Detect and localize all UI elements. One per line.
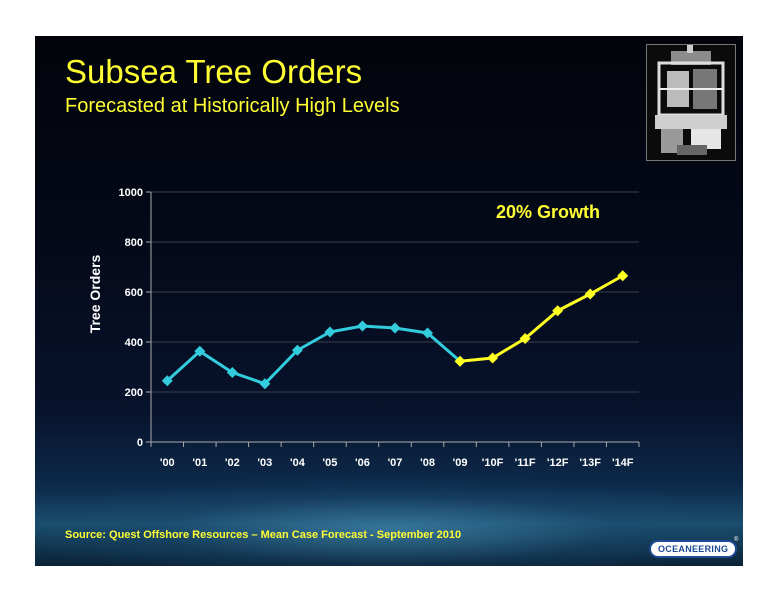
y-tick-label: 600 [125, 287, 143, 299]
data-point [454, 355, 466, 367]
source-note: Source: Quest Offshore Resources – Mean … [65, 529, 462, 541]
subsea-tree-image [647, 45, 735, 160]
x-tick-label: '13F [579, 457, 601, 469]
x-tick-label: '09 [453, 457, 468, 469]
data-point [422, 327, 434, 339]
oceaneering-logo: OCEANEERING [649, 540, 738, 558]
x-tick-label: '02 [225, 457, 240, 469]
slide-subtitle: Forecasted at Historically High Levels [65, 95, 400, 117]
y-tick-label: 1000 [119, 187, 143, 199]
x-tick-label: '05 [323, 457, 338, 469]
y-tick-label: 400 [125, 337, 143, 349]
data-point [161, 375, 173, 387]
x-tick-label: '04 [290, 457, 306, 469]
series-group [161, 270, 629, 390]
y-tick-label: 200 [125, 387, 143, 399]
data-point [291, 344, 303, 356]
data-point [194, 345, 206, 357]
x-tick-label: '01 [192, 457, 207, 469]
x-tick-label: '14F [612, 457, 634, 469]
y-axis-ticks: 0 200 400 600 800 1000 [119, 187, 151, 449]
y-axis-label: Tree Orders [87, 254, 103, 333]
data-point [487, 352, 499, 364]
growth-annotation: 20% Growth [496, 202, 600, 222]
x-axis-ticks: '00 '01 '02 '03 '04 '05 '06 '07 '08 '09 '10F '11F '1… [150, 442, 640, 469]
ocean-glow [35, 476, 743, 566]
x-tick-label: '10F [482, 457, 504, 469]
data-point [259, 378, 271, 390]
data-point [552, 305, 564, 317]
x-tick-label: '03 [257, 457, 272, 469]
slide: Subsea Tree Orders Forecasted at Histori… [35, 36, 743, 566]
y-tick-label: 0 [137, 437, 143, 449]
y-tick-label: 800 [125, 237, 143, 249]
data-point [356, 320, 368, 332]
x-tick-label: '08 [420, 457, 435, 469]
subsea-tree-photo [646, 44, 736, 161]
x-tick-label: '06 [355, 457, 370, 469]
data-point [617, 270, 629, 282]
data-point [324, 326, 336, 338]
data-point [584, 288, 596, 300]
x-tick-label: '07 [388, 457, 403, 469]
data-point [389, 322, 401, 334]
series-line-1 [459, 274, 624, 363]
gridlines [151, 191, 639, 393]
series-line-0 [166, 324, 462, 386]
x-tick-label: '12F [547, 457, 569, 469]
slide-title: Subsea Tree Orders [65, 53, 363, 90]
x-tick-label: '00 [160, 457, 175, 469]
x-tick-label: '11F [515, 457, 536, 469]
registered-mark: ® [734, 537, 739, 543]
data-point [519, 333, 531, 344]
data-point [226, 367, 238, 378]
